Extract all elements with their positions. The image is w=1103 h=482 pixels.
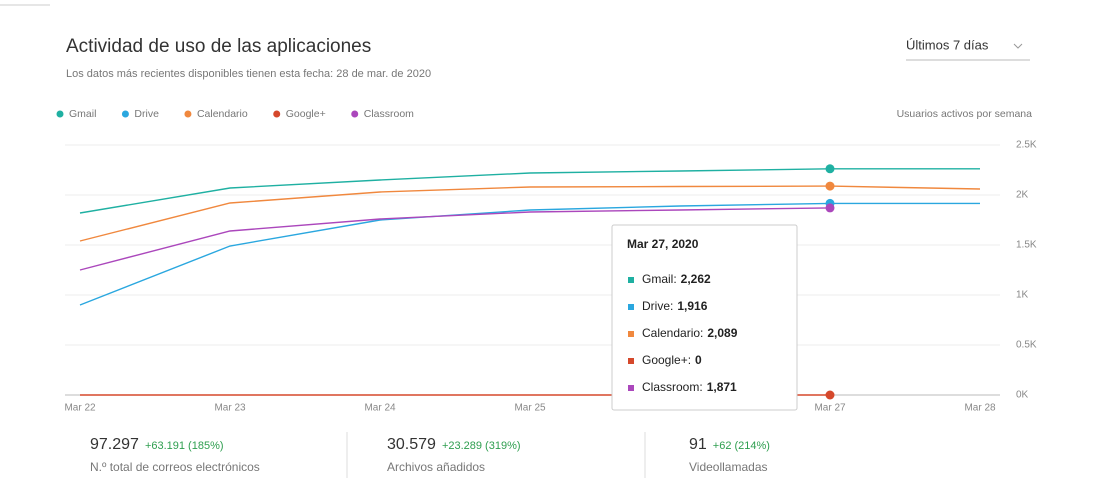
tooltip-swatch bbox=[628, 331, 634, 337]
tooltip-swatch bbox=[628, 385, 634, 391]
series-line bbox=[79, 207, 831, 271]
y-tick-label: 2K bbox=[1016, 190, 1029, 201]
y-tick-label: 0.5K bbox=[1016, 340, 1037, 351]
series-line bbox=[79, 185, 981, 242]
tooltip-value: 1,916 bbox=[677, 299, 707, 313]
stat-label: N.º total de correos electrónicos bbox=[90, 460, 260, 474]
tooltip-label: Drive: bbox=[642, 299, 673, 313]
legend-swatch bbox=[56, 110, 64, 118]
dropdown-label[interactable]: Últimos 7 días bbox=[906, 37, 989, 52]
y-tick-label: 1.5K bbox=[1016, 240, 1037, 251]
legend-label: Calendario bbox=[197, 108, 248, 120]
y-axis-label: Usuarios activos por semana bbox=[897, 108, 1033, 120]
tooltip-label: Calendario: bbox=[642, 326, 703, 340]
series-line bbox=[79, 202, 980, 306]
legend-label: Gmail bbox=[69, 108, 96, 120]
x-tick-label: Mar 28 bbox=[964, 403, 996, 414]
x-tick-label: Mar 27 bbox=[814, 403, 846, 414]
dropdown[interactable]: Últimos 7 días bbox=[906, 37, 1030, 61]
stat-label: Videollamadas bbox=[689, 460, 768, 474]
tooltip-title: Mar 27, 2020 bbox=[627, 237, 699, 251]
highlight-dot bbox=[825, 390, 835, 400]
stat-value: 30.579 bbox=[387, 436, 436, 453]
chart-subtitle: Los datos más recientes disponibles tien… bbox=[66, 68, 431, 80]
x-tick-label: Mar 25 bbox=[514, 403, 546, 414]
x-tick-label: Mar 24 bbox=[364, 403, 396, 414]
legend-swatch bbox=[121, 110, 129, 118]
legend-label: Classroom bbox=[364, 108, 414, 120]
highlight-dot bbox=[825, 203, 835, 213]
legend-swatch bbox=[184, 110, 192, 118]
tooltip-label: Classroom: bbox=[642, 380, 703, 394]
chart-title: Actividad de uso de las aplicaciones bbox=[66, 36, 371, 57]
x-tick-label: Mar 22 bbox=[64, 403, 96, 414]
stat-label: Archivos añadidos bbox=[387, 460, 485, 474]
tooltip-value: 0 bbox=[695, 353, 702, 367]
stat-value: 91 bbox=[689, 436, 707, 453]
tooltip-label: Gmail: bbox=[642, 272, 677, 286]
stat-delta: +23.289 (319%) bbox=[442, 440, 521, 452]
highlight-dot bbox=[825, 164, 835, 174]
legend-label: Drive bbox=[134, 108, 159, 120]
tooltip-swatch bbox=[628, 358, 634, 364]
tooltip-swatch bbox=[628, 304, 634, 310]
y-tick-label: 1K bbox=[1016, 290, 1029, 301]
tooltip-swatch bbox=[628, 277, 634, 283]
highlight-dot bbox=[825, 181, 835, 191]
tooltip-box bbox=[611, 224, 798, 411]
x-tick-label: Mar 23 bbox=[214, 403, 246, 414]
legend-swatch bbox=[351, 110, 359, 118]
stat-value: 97.297 bbox=[90, 436, 139, 453]
dropdown-arrow bbox=[1013, 43, 1023, 49]
tooltip-value: 2,262 bbox=[681, 272, 711, 286]
legend-swatch bbox=[273, 110, 281, 118]
legend-label: Google+ bbox=[286, 108, 326, 120]
tooltip-value: 2,089 bbox=[707, 326, 737, 340]
stat-delta: +62 (214%) bbox=[713, 440, 770, 452]
tooltip: Mar 27, 2020 Gmail: 2,262 Drive: 1,916 Calend… bbox=[611, 224, 798, 411]
tooltip-value: 1,871 bbox=[707, 380, 737, 394]
tooltip-label: Google+: bbox=[642, 353, 691, 367]
y-tick-label: 0K bbox=[1016, 390, 1029, 401]
y-tick-label: 2.5K bbox=[1016, 140, 1037, 151]
stat-delta: +63.191 (185%) bbox=[145, 440, 224, 452]
